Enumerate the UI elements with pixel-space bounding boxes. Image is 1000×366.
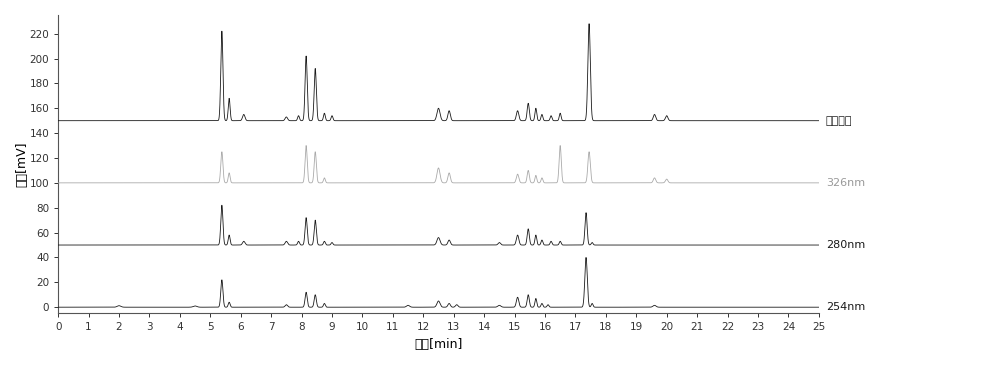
X-axis label: 时间[min]: 时间[min] [414, 338, 463, 351]
Y-axis label: 信号[mV]: 信号[mV] [15, 141, 28, 187]
Text: 程序波长: 程序波长 [826, 116, 852, 126]
Text: 326nm: 326nm [826, 178, 865, 188]
Text: 280nm: 280nm [826, 240, 865, 250]
Text: 254nm: 254nm [826, 302, 865, 312]
